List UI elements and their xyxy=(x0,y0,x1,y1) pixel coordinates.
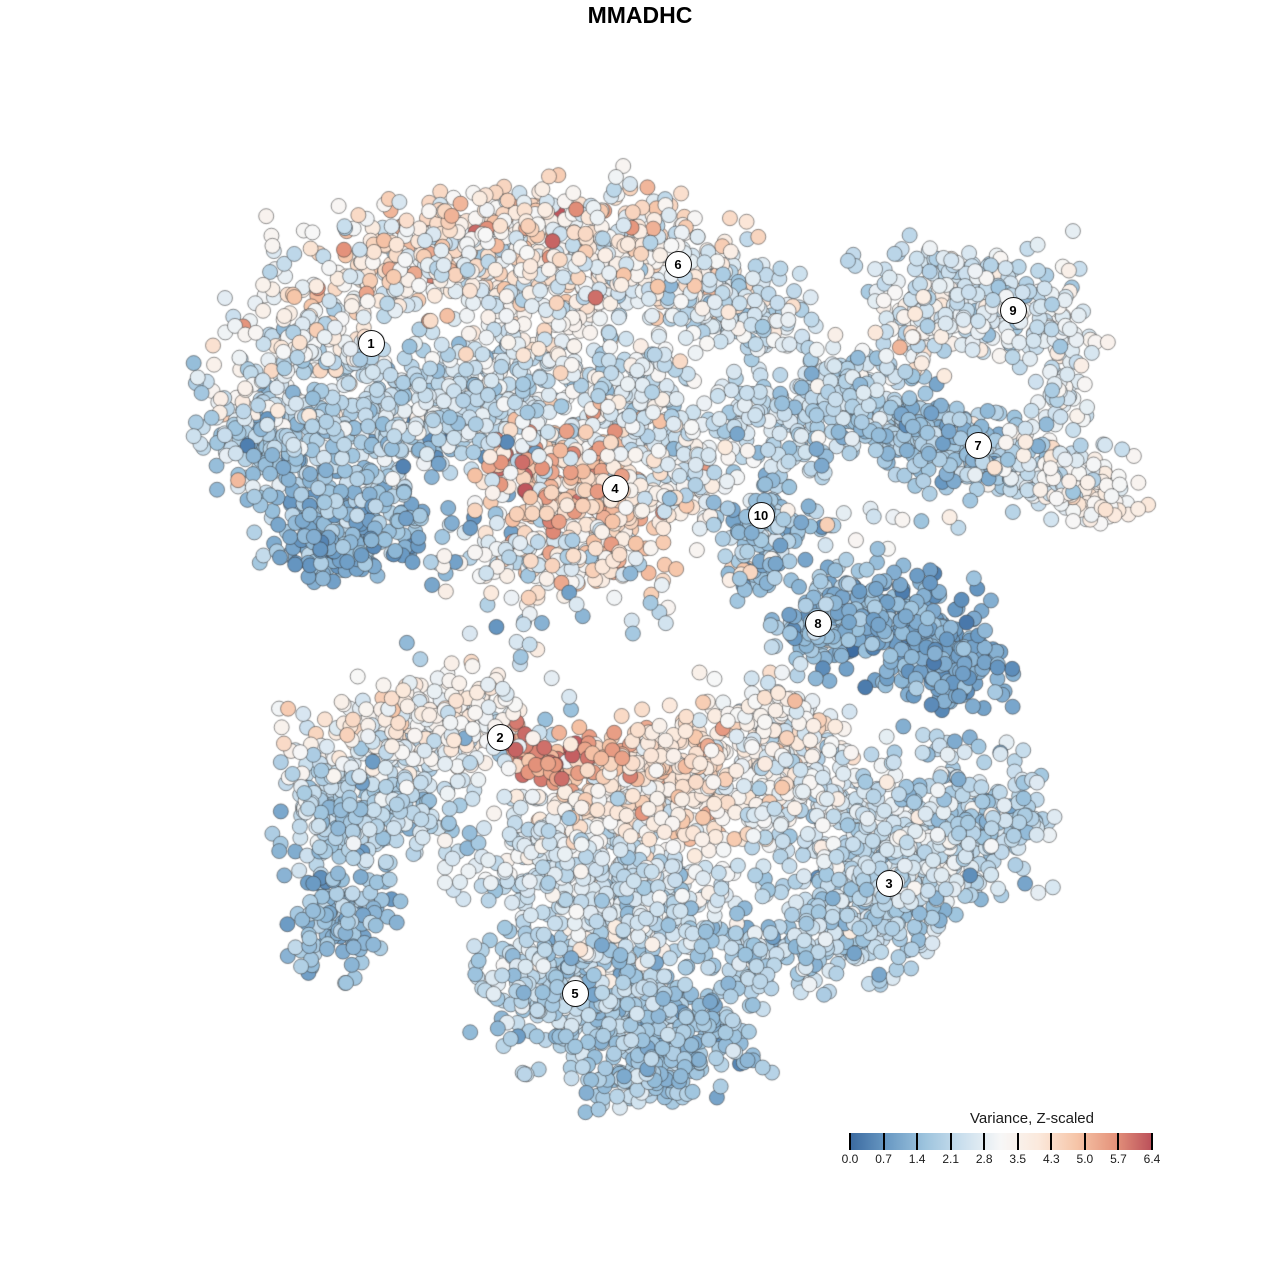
colorbar-tick xyxy=(983,1133,986,1150)
colorbar-tick-label: 0.0 xyxy=(841,1152,859,1166)
colorbar-tick xyxy=(949,1133,952,1150)
cluster-label-8: 8 xyxy=(804,609,832,637)
cluster-label-7: 7 xyxy=(964,431,992,459)
colorbar-tick-label: 3.5 xyxy=(1009,1152,1027,1166)
colorbar-tick xyxy=(1117,1133,1120,1150)
cluster-label-10: 10 xyxy=(747,501,775,529)
colorbar-tick xyxy=(882,1133,885,1150)
cluster-label-6: 6 xyxy=(664,250,692,278)
colorbar-tick xyxy=(1083,1133,1086,1150)
cluster-label-4: 4 xyxy=(601,474,629,502)
legend-title: Variance, Z-scaled xyxy=(970,1110,1094,1127)
colorbar-tick-label: 2.8 xyxy=(975,1152,993,1166)
cluster-label-5: 5 xyxy=(561,979,589,1007)
colorbar-tick-label: 1.4 xyxy=(908,1152,926,1166)
colorbar-tick xyxy=(1050,1133,1053,1150)
colorbar-tick-label: 2.1 xyxy=(942,1152,959,1166)
cluster-label-1: 1 xyxy=(357,329,385,357)
colorbar-tick-label: 0.7 xyxy=(875,1152,892,1166)
colorbar-tick-label: 5.0 xyxy=(1076,1152,1094,1166)
colorbar-tick-label: 4.3 xyxy=(1042,1152,1060,1166)
colorbar-tick xyxy=(1151,1133,1153,1150)
chart-title: MMADHC xyxy=(587,2,693,28)
cluster-label-2: 2 xyxy=(486,723,514,751)
colorbar-tick xyxy=(916,1133,919,1150)
colorbar-tick xyxy=(1016,1133,1019,1150)
colorbar-tick-label: 6.4 xyxy=(1143,1152,1161,1166)
colorbar-gradient xyxy=(850,1133,1152,1150)
colorbar-tick-label: 5.7 xyxy=(1110,1152,1127,1166)
colorbar-tick xyxy=(849,1133,851,1150)
cluster-label-3: 3 xyxy=(875,869,903,897)
cluster-label-9: 9 xyxy=(999,296,1027,324)
